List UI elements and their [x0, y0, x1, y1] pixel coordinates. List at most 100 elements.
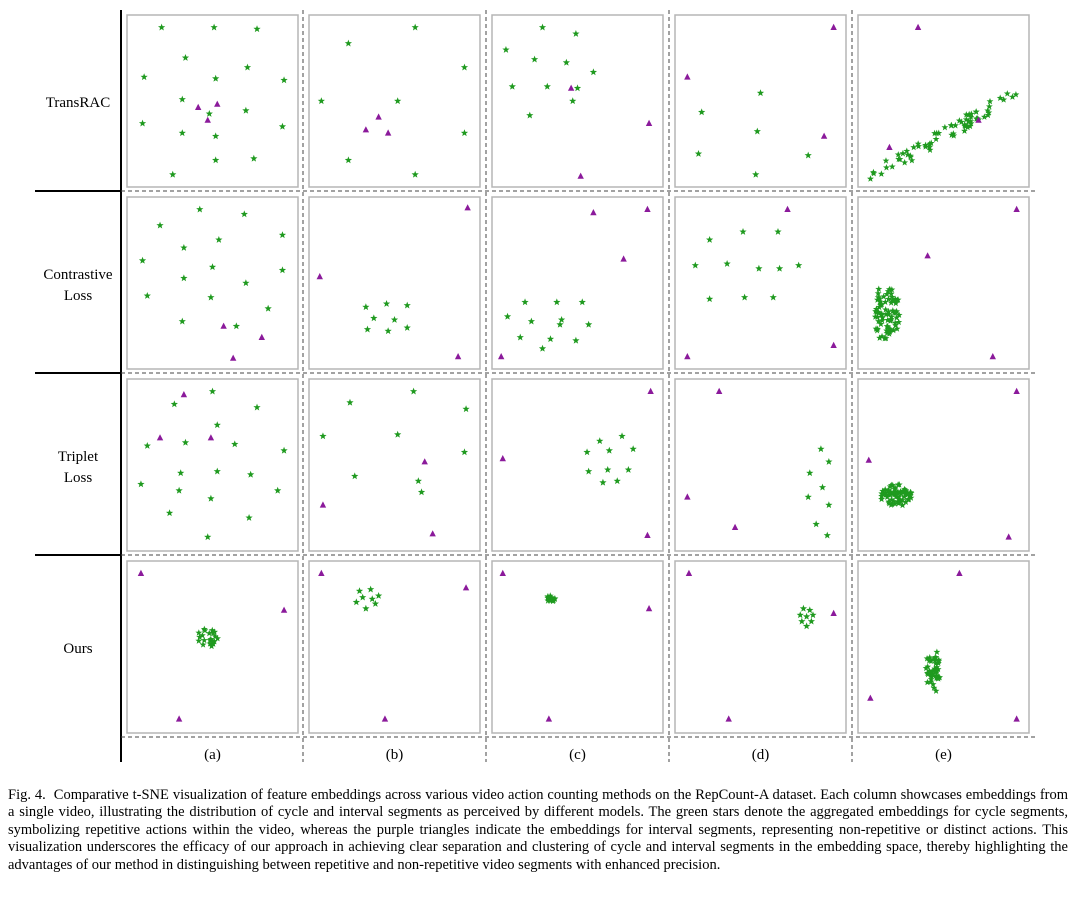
cycle-star: [403, 301, 411, 309]
cycle-star: [247, 470, 255, 478]
cycle-star: [460, 448, 469, 456]
cycle-star: [1003, 90, 1011, 97]
cycle-star: [869, 168, 877, 176]
cycle-star: [604, 466, 612, 473]
panels: [126, 14, 1030, 734]
cycle-star: [180, 244, 188, 251]
cycle-star: [931, 665, 939, 672]
panel-2-4: [857, 378, 1030, 552]
cycle-star: [165, 509, 174, 517]
cycle-star: [544, 594, 552, 602]
cycle-star: [812, 520, 820, 528]
cycle-star: [885, 310, 893, 318]
interval-triangle: [429, 530, 436, 537]
interval-triangle: [644, 531, 651, 538]
cycle-star: [573, 84, 582, 92]
cycle-star: [876, 298, 884, 305]
interval-triangle: [384, 129, 392, 136]
cycle-star: [951, 121, 959, 129]
cycle-star: [211, 632, 219, 640]
cycle-star: [209, 640, 217, 647]
cycle-star: [698, 108, 706, 116]
cycle-star: [205, 110, 213, 117]
cycle-star: [897, 490, 905, 497]
cycle-star: [890, 489, 897, 496]
cycle-star: [214, 634, 221, 642]
cycle-star: [351, 472, 359, 480]
interval-triangle: [956, 569, 963, 576]
panel-0-3: [674, 14, 847, 188]
cycle-star: [872, 305, 880, 313]
cycle-star: [344, 156, 352, 164]
cycle-star: [893, 325, 901, 332]
panel-frame: [674, 14, 847, 188]
cycle-star: [756, 89, 765, 97]
cycle-star: [755, 264, 763, 272]
interval-triangle: [258, 333, 265, 340]
interval-triangle: [316, 273, 323, 280]
cycle-star: [929, 655, 937, 663]
cycle-star: [195, 629, 203, 636]
cycle-star: [906, 491, 914, 498]
cycle-star: [706, 236, 714, 243]
cycle-star: [927, 670, 935, 678]
cycle-star: [508, 82, 516, 90]
interval-triangle: [989, 353, 996, 360]
cycle-star: [923, 669, 931, 677]
panel-frame: [674, 196, 847, 370]
cycle-star: [904, 151, 912, 158]
cycle-star: [881, 334, 889, 342]
interval-triangle: [362, 126, 370, 133]
row-label: Contrastive Loss: [43, 267, 112, 304]
cycle-star: [583, 448, 591, 456]
interval-triangle: [975, 116, 982, 123]
interval-triangle: [1013, 205, 1020, 212]
cycle-star: [893, 307, 901, 315]
cycle-star: [569, 97, 577, 105]
cycle-star: [516, 333, 524, 341]
interval-triangle: [214, 100, 221, 107]
cycle-star: [278, 231, 287, 239]
cycle-star: [893, 491, 900, 498]
cycle-star: [403, 324, 411, 331]
interval-triangle: [381, 715, 389, 722]
panel-frame: [857, 196, 1030, 370]
cycle-star: [950, 132, 958, 139]
interval-triangle: [820, 132, 828, 139]
cycle-star: [213, 467, 221, 475]
cycle-star: [888, 286, 896, 293]
interval-triangle: [830, 23, 837, 30]
column-label: (a): [204, 747, 221, 763]
cycle-star: [253, 403, 261, 411]
panel-2-3: [674, 378, 847, 552]
cycle-star: [823, 531, 831, 539]
cycle-star: [926, 146, 934, 153]
cycle-star: [887, 315, 895, 323]
caption-text: Comparative t-SNE visualization of featu…: [8, 787, 1069, 873]
cycle-star: [210, 23, 218, 31]
interval-triangle: [499, 455, 506, 462]
cycle-star: [878, 495, 886, 503]
cycle-star: [881, 485, 889, 493]
interval-triangle: [577, 172, 584, 179]
cycle-star: [809, 611, 817, 619]
cycle-star: [804, 493, 812, 501]
cycle-star: [138, 256, 147, 264]
cycle-star: [206, 636, 214, 644]
panel-3-3: [674, 560, 847, 734]
cycle-star: [208, 387, 217, 395]
cycle-star: [882, 491, 890, 498]
cycle-star: [803, 622, 811, 630]
cycle-star: [589, 68, 598, 76]
cycle-star: [613, 477, 621, 485]
cycle-star: [530, 55, 539, 63]
cycle-star: [887, 317, 894, 324]
cycle-star: [363, 325, 372, 333]
cycle-star: [1012, 91, 1020, 98]
cycle-star: [980, 113, 988, 120]
panel-frame: [491, 14, 664, 188]
cycle-star: [892, 321, 899, 329]
cycle-star: [887, 290, 895, 297]
cycle-star: [280, 76, 288, 84]
cycle-star: [503, 312, 512, 320]
